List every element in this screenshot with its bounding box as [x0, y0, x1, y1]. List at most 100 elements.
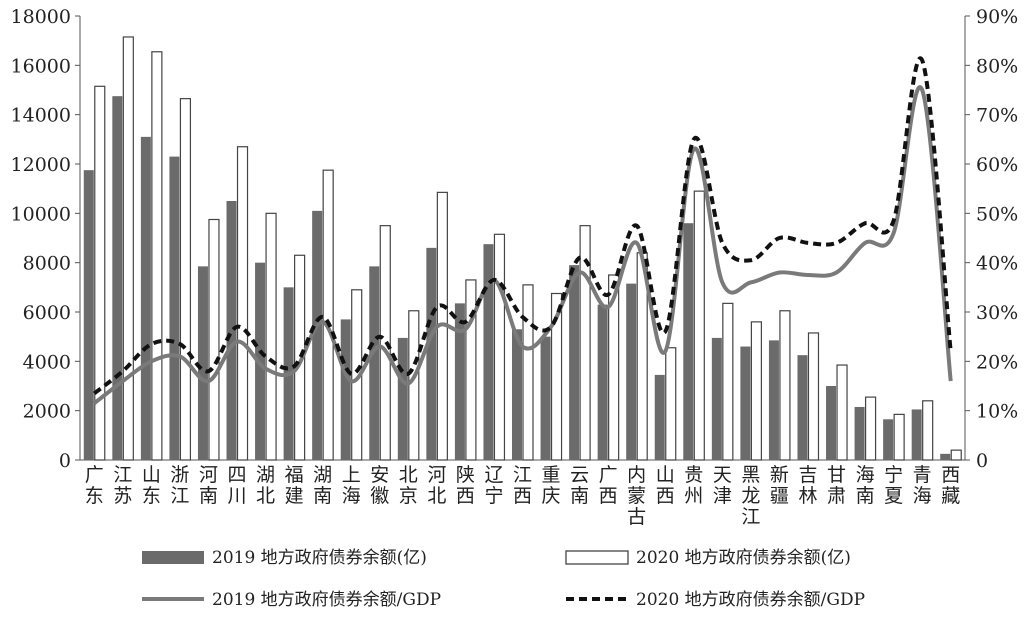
bar-2019: [883, 419, 894, 460]
bar-2020: [779, 310, 791, 461]
category-label: 新: [770, 464, 789, 486]
category-label: 江: [113, 464, 132, 486]
category-label: 古: [627, 506, 646, 528]
category-label: 安: [370, 464, 389, 486]
bar-2019: [683, 223, 694, 460]
category-label: 夏: [884, 485, 903, 507]
bar-2020: [922, 400, 934, 461]
bar-2019: [397, 337, 408, 460]
bar-2019: [854, 406, 865, 460]
bar-2020: [608, 274, 620, 461]
bar-2019: [597, 304, 608, 460]
category-label: 江: [513, 464, 532, 486]
bar-2020: [864, 396, 877, 461]
left-tick-label: 8000: [23, 253, 71, 275]
bar-2020: [550, 292, 563, 461]
category-label: 南: [570, 485, 589, 507]
bar-2019: [112, 96, 123, 461]
category-label: 宁: [884, 464, 903, 486]
bar-2019: [768, 340, 779, 460]
bar-2019: [197, 266, 208, 460]
category-label: 东: [142, 485, 161, 507]
left-tick-label: 10000: [11, 203, 71, 225]
category-label: 藏: [941, 485, 960, 507]
category-label: 苏: [113, 485, 132, 507]
category-label: 南: [199, 485, 218, 507]
labels-layer: 0 2000 4000 6000 8000 10000 12000 14000 16000 180…: [11, 6, 1019, 528]
bar-2020: [94, 85, 106, 461]
category-label: 西: [599, 485, 618, 507]
category-label: 山: [656, 464, 675, 486]
category-label: 京: [399, 485, 418, 507]
category-label: 西: [656, 485, 675, 507]
category-label: 庆: [542, 485, 561, 507]
category-label: 川: [228, 485, 247, 507]
category-label: 南: [313, 485, 332, 507]
category-label: 北: [256, 485, 275, 507]
category-label: 西: [941, 464, 960, 486]
category-label: 青: [913, 464, 932, 486]
right-tick-label: 50%: [976, 203, 1018, 225]
bar-2019: [797, 355, 808, 460]
category-label: 福: [285, 464, 304, 486]
category-label: 浙: [170, 464, 189, 486]
bar-2019: [140, 136, 151, 460]
category-label: 海: [856, 464, 875, 486]
category-label: 河: [427, 464, 446, 486]
right-tick-label: 70%: [976, 105, 1018, 127]
legend-label-bar-2019: 2019 地方政府债券余额(亿): [212, 548, 427, 568]
right-tick-label: 0: [976, 450, 988, 472]
bar-2020: [294, 254, 306, 461]
bar-2020: [579, 225, 591, 461]
category-label: 林: [798, 485, 817, 507]
bar-2020: [208, 218, 220, 461]
left-tick-label: 4000: [23, 351, 71, 373]
right-tick-label: 90%: [976, 6, 1018, 28]
bar-2020: [750, 321, 762, 461]
category-label: 西: [456, 485, 475, 507]
bar-2019: [711, 337, 722, 460]
category-label: 广: [599, 464, 618, 486]
bar-2019: [169, 156, 180, 460]
category-label: 津: [713, 485, 732, 507]
category-label: 南: [856, 485, 875, 507]
bar-2019: [340, 319, 351, 460]
category-label: 广: [85, 464, 104, 486]
legend-label-line-2019: 2019 地方政府债券余额/GDP: [212, 590, 441, 610]
bar-2020: [722, 302, 734, 461]
category-label: 陕: [456, 464, 475, 486]
category-label: 西: [513, 485, 532, 507]
bar-2019: [83, 170, 94, 460]
category-label: 江: [741, 506, 760, 528]
bar-2019: [226, 201, 237, 460]
bar-2020: [122, 36, 134, 461]
category-label: 湖: [313, 464, 332, 486]
left-tick-label: 6000: [23, 302, 71, 324]
bar-2020: [179, 98, 192, 461]
category-label: 北: [427, 485, 446, 507]
right-tick-label: 20%: [976, 351, 1018, 373]
bar-2019: [426, 247, 437, 460]
left-tick-label: 14000: [11, 105, 71, 127]
category-label: 疆: [770, 485, 789, 507]
category-label: 贵: [684, 464, 703, 486]
category-label: 蒙: [627, 485, 646, 507]
legend-label-line-2020: 2020 地方政府债券余额/GDP: [636, 590, 865, 610]
bar-2020: [465, 279, 477, 461]
line-2019-debt-gdp: [93, 85, 953, 405]
category-label: 吉: [798, 464, 817, 486]
category-label: 四: [228, 464, 247, 486]
bar-2020: [522, 284, 534, 461]
right-tick-label: 80%: [976, 55, 1018, 77]
category-label: 徽: [370, 485, 389, 507]
category-label: 东: [85, 485, 104, 507]
bar-2020: [151, 51, 163, 461]
bar-2019: [454, 303, 465, 460]
left-tick-label: 0: [59, 450, 71, 472]
category-label: 北: [399, 464, 418, 486]
bar-2019: [569, 265, 580, 460]
category-label: 海: [342, 485, 361, 507]
bar-2019: [540, 336, 551, 460]
bar-2020: [665, 347, 677, 461]
